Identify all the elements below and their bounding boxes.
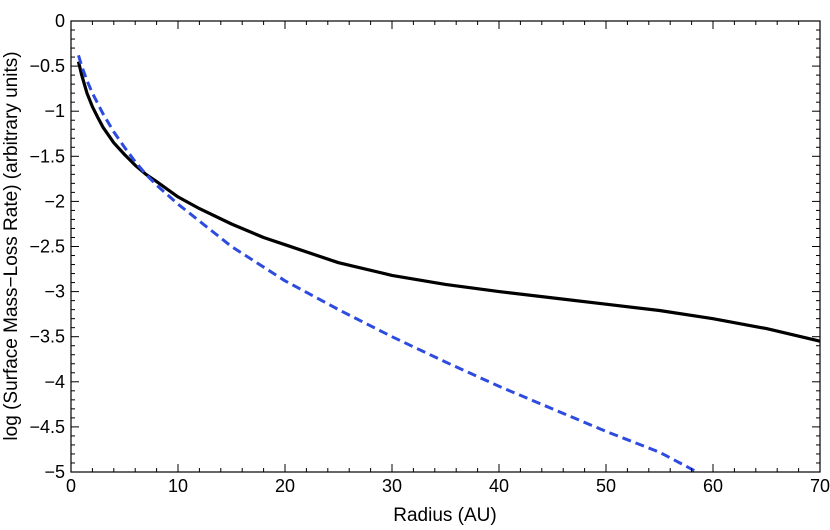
series-line-2-dashed	[77, 54, 698, 474]
x-tick-label: 10	[168, 476, 188, 496]
x-axis-title: Radius (AU)	[393, 505, 496, 526]
y-tick-label: −3	[44, 282, 65, 302]
y-tick-label: −1	[44, 101, 65, 121]
plot-frame	[70, 20, 821, 473]
y-tick-label: −1.5	[29, 146, 65, 166]
x-tick-label: 40	[489, 476, 509, 496]
plot-area	[71, 21, 820, 472]
x-tick-label: 30	[382, 476, 402, 496]
tick-label-layer: 0 10 20 30 40 50 60 70 0 −0.5 −1 −1.5 −2 −2.5 −3 −3.5 −4…	[29, 11, 830, 496]
y-tick-label: −0.5	[29, 56, 65, 76]
x-tick-label: 20	[275, 476, 295, 496]
y-tick-label: −5	[44, 462, 65, 482]
series-line-1-solid	[76, 61, 821, 343]
y-tick-label: 0	[55, 11, 65, 31]
y-tick-label: −2	[44, 191, 65, 211]
x-tick-label: 60	[703, 476, 723, 496]
y-tick-label: −4	[44, 372, 65, 392]
x-tick-label: 50	[596, 476, 616, 496]
y-tick-label: −4.5	[29, 417, 65, 437]
y-tick-label: −3.5	[29, 327, 65, 347]
series-layer	[76, 54, 821, 474]
x-tick-label: 70	[810, 476, 830, 496]
y-axis-title: log (Surface Mass−Loss Rate) (arbitrary …	[1, 51, 22, 440]
x-tick-label: 0	[66, 476, 76, 496]
y-tick-label: −2.5	[29, 237, 65, 257]
